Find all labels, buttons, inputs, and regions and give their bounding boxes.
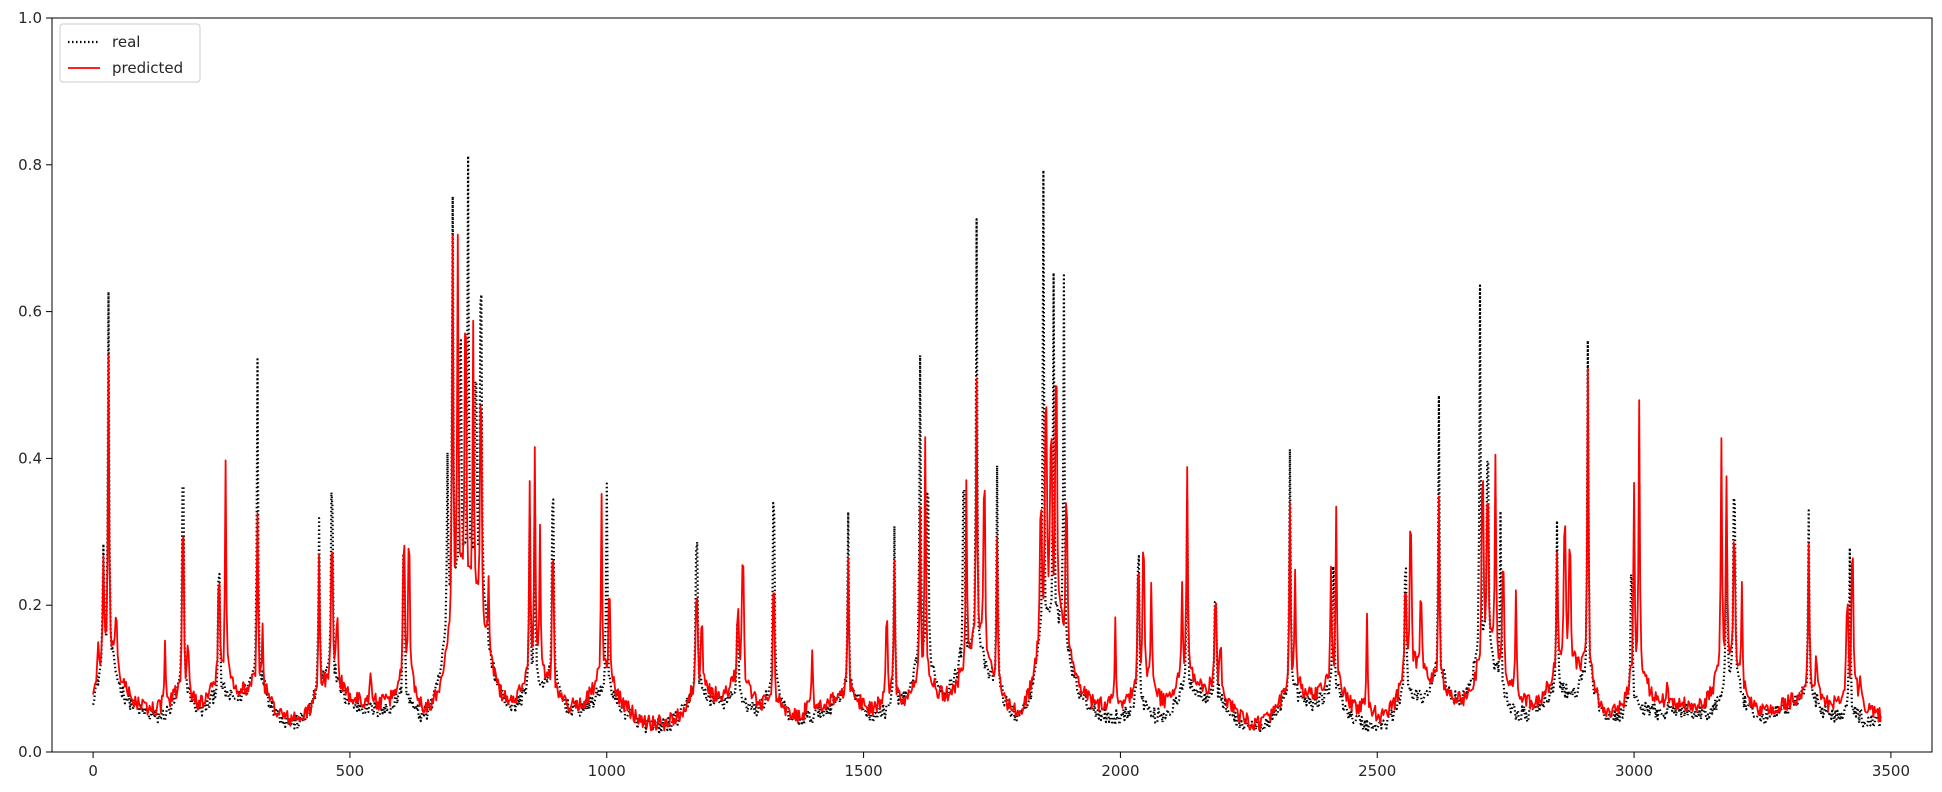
x-tick-label: 2000 xyxy=(1101,762,1139,780)
y-tick-label: 0.0 xyxy=(18,743,42,761)
y-tick-label: 1.0 xyxy=(18,9,42,27)
axes: 0 500 1000 1500 2000 2500 3000 3500 0.0 0.2 0.4 0.6… xyxy=(18,9,1933,780)
y-tick-label: 0.4 xyxy=(18,449,42,467)
legend: real predicted xyxy=(59,23,201,83)
x-tick-label: 2500 xyxy=(1358,762,1396,780)
x-tick-label: 1500 xyxy=(844,762,882,780)
y-tick-label: 0.2 xyxy=(18,596,42,614)
series-line-predicted xyxy=(92,233,1882,732)
axes-frame xyxy=(51,17,1933,753)
x-tick-label: 1000 xyxy=(588,762,626,780)
plot-area xyxy=(92,154,1882,736)
legend-label-real: real xyxy=(112,33,140,51)
x-tick-label: 3000 xyxy=(1615,762,1653,780)
x-tick-label: 3500 xyxy=(1872,762,1910,780)
y-tick-label: 0.6 xyxy=(18,303,42,321)
x-tick-label: 500 xyxy=(336,762,365,780)
x-tick-label: 0 xyxy=(88,762,98,780)
y-tick-label: 0.8 xyxy=(18,156,42,174)
legend-label-predicted: predicted xyxy=(112,59,183,77)
